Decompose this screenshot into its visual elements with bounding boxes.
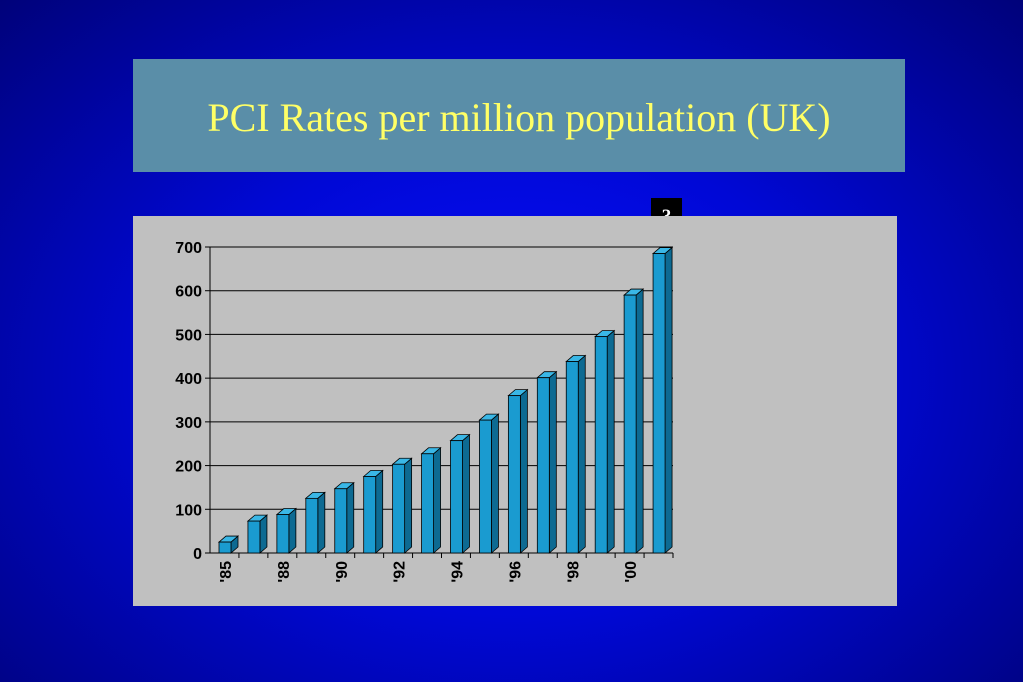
y-tick-label: 200 [175, 459, 202, 476]
x-tick-label: '88 [276, 561, 293, 583]
x-tick-label: '94 [450, 561, 467, 583]
x-tick-label: '98 [565, 561, 582, 583]
bar-side [259, 514, 268, 554]
bar-side [317, 491, 326, 554]
bar-89 [304, 491, 326, 554]
page-title: PCI Rates per million population (UK) [207, 94, 831, 140]
bar-front [450, 440, 463, 554]
bar-front [536, 377, 550, 554]
title-box: PCI Rates per million population (UK) [133, 59, 905, 172]
bar-00 [623, 288, 645, 554]
bar-side [288, 507, 297, 554]
bar-side [577, 354, 586, 554]
bar-front [247, 520, 261, 554]
bar-side [346, 481, 355, 554]
bar-front [305, 497, 319, 554]
bar-side [519, 388, 528, 554]
y-tick-label: 400 [175, 371, 202, 388]
bar-99 [594, 329, 616, 554]
bar-94 [449, 433, 471, 554]
x-tick-label: '00 [623, 561, 640, 583]
bar-front [507, 395, 521, 554]
bar-front [565, 361, 579, 554]
bar-91 [362, 469, 384, 554]
bar-87 [246, 514, 269, 554]
bar-side [375, 469, 384, 554]
bar-side [491, 413, 499, 554]
bar-front [652, 253, 666, 554]
bar-front [479, 419, 492, 554]
y-tick-label: 0 [193, 546, 202, 563]
bar-side [548, 370, 557, 554]
bar-01 [651, 246, 674, 554]
bar-90 [333, 481, 355, 554]
x-tick-label: '85 [218, 561, 235, 583]
y-tick-label: 500 [175, 327, 202, 344]
bar-93 [420, 446, 442, 554]
bar-front [334, 488, 348, 554]
y-tick-label: 600 [175, 284, 202, 301]
bar-side [606, 329, 615, 554]
bar-front [392, 463, 406, 554]
bar-side [664, 246, 673, 554]
bar-front [363, 476, 377, 554]
x-tick-label: '96 [507, 561, 524, 583]
bar-96 [507, 388, 529, 554]
bar-side [433, 446, 441, 554]
y-tick-label: 700 [175, 240, 202, 257]
bar-front [218, 541, 232, 554]
bar-front [623, 294, 637, 554]
bar-97 [536, 370, 558, 554]
bar-95 [478, 413, 500, 554]
bar-front [594, 336, 608, 554]
bar-92 [391, 457, 413, 554]
bar-88 [275, 507, 297, 554]
bar-98 [565, 354, 587, 554]
chart-panel: 0 100 200 300 400 500 600 700 '85 '88 '90 '92 '94 '96… [133, 216, 897, 606]
bar-side [404, 457, 413, 554]
bar-front [276, 514, 290, 554]
bar-side [462, 433, 470, 554]
x-tick-label: '92 [392, 561, 409, 583]
bar-chart: 0 100 200 300 400 500 600 700 '85 '88 '90 '92 '94 '96… [175, 240, 674, 583]
x-tick-label: '90 [334, 561, 351, 583]
y-tick-label: 100 [175, 502, 202, 519]
bar-front [421, 453, 434, 554]
y-tick-label: 300 [175, 415, 202, 432]
bar-side [635, 288, 644, 554]
bar-85 [217, 535, 240, 554]
